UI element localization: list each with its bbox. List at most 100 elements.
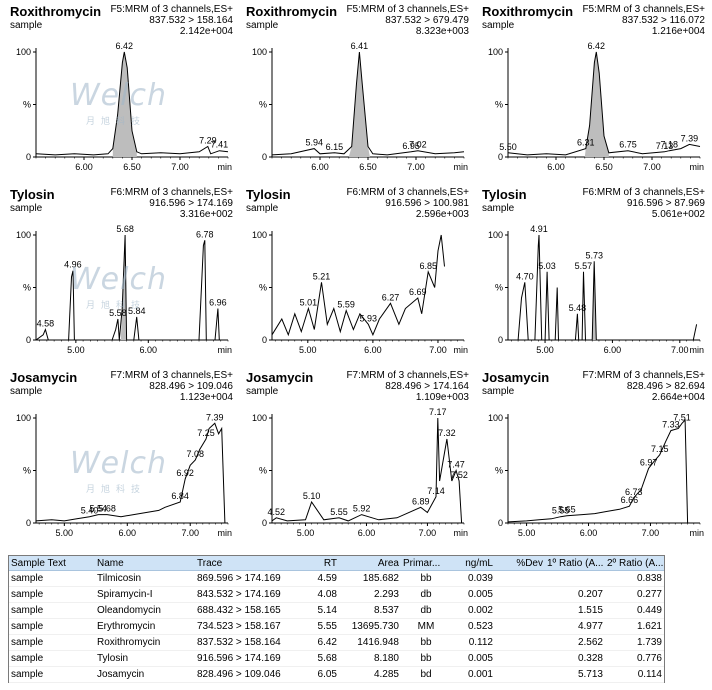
column-header[interactable]: Primar... xyxy=(401,556,451,571)
table-cell: 843.532 > 174.169 xyxy=(195,586,305,603)
peak-label: 5.93 xyxy=(360,313,378,323)
table-row[interactable]: sample Oleandomycin 688.432 > 158.165 5.14 8… xyxy=(9,602,664,619)
peak-label: 6.89 xyxy=(412,496,430,506)
integrated-peak-area xyxy=(584,52,609,157)
peak-label: 4.70 xyxy=(516,271,534,281)
peak-label: 6.42 xyxy=(116,41,134,51)
peak-label: 5.54 xyxy=(90,504,108,514)
table-cell: 2.562 xyxy=(545,634,605,651)
column-header[interactable]: Sample Text xyxy=(9,556,95,571)
trace-info-line: 8.323e+003 xyxy=(415,26,469,37)
y-tick-label: 0 xyxy=(498,152,503,162)
table-cell: 4.977 xyxy=(545,618,605,635)
trace-info-line: 916.596 > 87.969 xyxy=(626,198,705,209)
peak-label: 5.48 xyxy=(569,303,587,313)
table-cell xyxy=(495,586,545,603)
trace-info-line: 837.532 > 679.479 xyxy=(385,15,469,26)
peak-label: 7.15 xyxy=(651,444,669,454)
peak-label: 6.66 xyxy=(621,495,639,505)
y-tick-label: % xyxy=(23,283,31,293)
peak-label: 4.96 xyxy=(64,260,82,270)
trace-info-line: 1.123e+004 xyxy=(179,392,233,403)
x-tick-label: 7.00 xyxy=(407,162,425,172)
table-cell: 0.838 xyxy=(605,570,664,587)
x-tick-label: 6.50 xyxy=(595,162,613,172)
chart-title: Roxithromycin xyxy=(246,4,338,19)
table-row[interactable]: sample Josamycin 828.496 > 109.046 6.05 4.28… xyxy=(9,666,664,683)
trace-info-line: 1.109e+003 xyxy=(415,392,469,403)
column-header[interactable]: 1º Ratio (A... xyxy=(545,556,605,571)
peak-label: 6.95 xyxy=(402,141,420,151)
sample-label: sample xyxy=(482,386,515,397)
table-cell: 4.59 xyxy=(305,570,339,587)
trace-info-line: 2.664e+004 xyxy=(651,392,705,403)
table-cell xyxy=(495,650,545,667)
trace-info: F5:MRM of 3 channels,ES+ 837.532 > 158.16… xyxy=(110,4,233,37)
column-header[interactable]: Area xyxy=(339,556,401,571)
column-header[interactable]: Trace xyxy=(195,556,305,571)
trace-info: F7:MRM of 3 channels,ES+ 828.496 > 109.04… xyxy=(110,370,233,403)
y-tick-label: 0 xyxy=(26,152,31,162)
chromatogram-trace xyxy=(35,51,229,156)
sample-label: sample xyxy=(10,203,43,214)
x-axis-label: min xyxy=(689,528,704,538)
x-tick-label: 5.00 xyxy=(67,345,85,355)
y-tick-label: 0 xyxy=(498,518,503,528)
table-cell: 0.776 xyxy=(605,650,664,667)
sample-label: sample xyxy=(482,20,515,31)
trace-info-line: 1.216e+004 xyxy=(651,26,705,37)
table-cell: bb xyxy=(401,650,451,667)
x-axis-label: min xyxy=(217,162,232,172)
table-row[interactable]: sample Roxithromycin 837.532 > 158.164 6.42… xyxy=(9,634,664,651)
trace-info: F6:MRM of 3 channels,ES+ 916.596 > 100.98… xyxy=(346,187,469,220)
peak-label: 6.85 xyxy=(419,261,437,271)
trace-info-line: 3.316e+002 xyxy=(179,209,233,220)
y-tick-label: 100 xyxy=(16,47,31,57)
trace-info-line: 2.142e+004 xyxy=(179,26,233,37)
column-header[interactable]: RT xyxy=(305,556,339,571)
trace-info-line: F6:MRM of 3 channels,ES+ xyxy=(110,187,233,198)
x-tick-label: 7.00 xyxy=(429,345,447,355)
column-header[interactable]: 2º Ratio (A... xyxy=(605,556,664,571)
table-cell: 688.432 > 158.165 xyxy=(195,602,305,619)
peak-label: 5.50 xyxy=(499,142,517,152)
y-tick-label: 100 xyxy=(252,47,267,57)
trace-info-line: 2.596e+003 xyxy=(415,209,469,220)
table-cell: 734.523 > 158.167 xyxy=(195,618,305,635)
peak-label: 7.41 xyxy=(211,140,229,150)
table-cell: 0.328 xyxy=(545,650,605,667)
peak-label: 7.17 xyxy=(429,407,447,417)
table-row[interactable]: sample Spiramycin-I 843.532 > 174.169 4.08 2… xyxy=(9,586,664,603)
trace-info: F7:MRM of 3 channels,ES+ 828.496 > 174.16… xyxy=(346,370,469,403)
y-tick-label: 0 xyxy=(26,335,31,345)
chart-title: Josamycin xyxy=(482,370,550,385)
table-cell xyxy=(495,634,545,651)
table-row[interactable]: sample Erythromycin 734.523 > 158.167 5.55 1… xyxy=(9,618,664,635)
chart-plot: 0% 100 5.00 6.00 7.00 min 5.01 5.21 5.59 5.93 6.27… xyxy=(252,230,468,355)
peak-label: 5.68 xyxy=(98,504,116,514)
trace-info-line: F5:MRM of 3 channels,ES+ xyxy=(346,4,469,15)
table-cell: sample xyxy=(9,586,95,603)
column-header[interactable]: ng/mL xyxy=(451,556,495,571)
sample-label: sample xyxy=(246,203,279,214)
integrated-peak-area xyxy=(592,261,597,340)
column-header[interactable]: Name xyxy=(95,556,195,571)
peak-label: 6.15 xyxy=(326,142,344,152)
integrated-peak-area xyxy=(112,52,137,157)
table-cell: sample xyxy=(9,618,95,635)
peak-label: 5.40 xyxy=(81,506,99,516)
trace-info-line: F7:MRM of 3 channels,ES+ xyxy=(110,370,233,381)
y-tick-label: 100 xyxy=(488,47,503,57)
peak-label: 6.75 xyxy=(619,140,637,150)
peak-label: 4.91 xyxy=(530,224,548,234)
table-row[interactable]: sample Tilmicosin 869.596 > 174.169 4.59 185… xyxy=(9,570,664,587)
table-cell: 837.532 > 158.164 xyxy=(195,634,305,651)
table-row[interactable]: sample Tylosin 916.596 > 174.169 5.68 8.180 b… xyxy=(9,650,664,667)
table-cell: sample xyxy=(9,570,95,587)
column-header[interactable]: %Dev xyxy=(495,556,545,571)
x-tick-label: 6.00 xyxy=(140,345,158,355)
y-tick-label: 100 xyxy=(252,230,267,240)
table-cell: bb xyxy=(401,634,451,651)
table-cell xyxy=(495,570,545,587)
peak-label: 5.57 xyxy=(575,261,593,271)
